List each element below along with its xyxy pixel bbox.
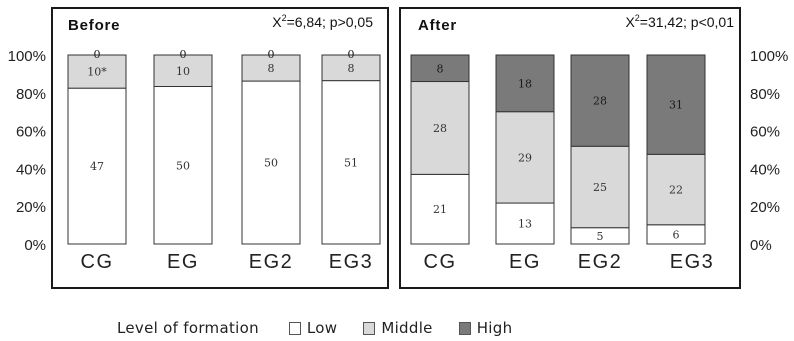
y-tick-label: 60% [750, 124, 780, 141]
chi-square-stat: X2=6,84; p>0,05 [272, 13, 373, 30]
data-label-middle: 8 [268, 62, 275, 75]
data-label-low: 50 [264, 157, 278, 170]
data-label-high: 0 [268, 48, 275, 61]
data-label-low: 51 [344, 156, 358, 169]
legend-item-middle: Middle [363, 319, 432, 337]
category-label: CG [424, 251, 457, 273]
data-label-middle: 10* [87, 66, 107, 79]
chart-panel-before: 100% 80% 60% 40% 20% 0% Before X2=6,84; p>0,05 4… [8, 7, 389, 289]
y-tick-label: 20% [16, 199, 46, 216]
bar-segment-high [646, 54, 706, 155]
bar-segment-high [410, 54, 470, 83]
data-label-middle: 22 [669, 184, 683, 197]
bar-segment-high [495, 54, 555, 113]
bar-segment-middle [153, 54, 213, 87]
y-tick-label: 40% [16, 161, 46, 178]
category-label: EG [509, 251, 541, 273]
data-label-low: 6 [673, 228, 680, 241]
data-label-high: 0 [180, 48, 187, 61]
data-label-low: 50 [176, 159, 190, 172]
bar-segment-middle [495, 111, 555, 204]
y-tick-label: 0% [24, 237, 46, 254]
data-label-middle: 10 [176, 65, 190, 78]
category-label: CG [81, 251, 114, 273]
legend-swatch-low [288, 321, 301, 335]
bar-segment-middle [241, 54, 301, 82]
data-label-high: 31 [669, 99, 683, 112]
y-tick-label: 0% [750, 237, 772, 254]
data-label-high: 0 [94, 48, 101, 61]
y-tick-label: 100% [8, 48, 46, 65]
legend-item-high: High [458, 319, 513, 337]
legend-label-low: Low [306, 319, 338, 337]
category-label: EG2 [578, 251, 623, 273]
panel-title: After [418, 17, 457, 34]
legend-title: Level of formation [117, 319, 259, 337]
bar-segment-low [495, 202, 555, 245]
y-tick-label: 20% [750, 199, 780, 216]
data-label-low: 47 [90, 160, 104, 173]
legend-swatch-middle [363, 321, 376, 335]
panel-frame [51, 7, 389, 289]
category-label: EG3 [329, 251, 374, 273]
data-label-high: 8 [437, 62, 444, 75]
legend-item-low: Low [288, 319, 338, 337]
legend-swatch-high [458, 321, 471, 335]
y-tick-label: 100% [750, 48, 788, 65]
data-label-low: 13 [518, 218, 532, 231]
bar-segment-high [570, 54, 630, 147]
bar-segment-low [410, 173, 470, 245]
y-tick-label: 80% [16, 86, 46, 103]
data-label-low: 21 [433, 203, 447, 216]
category-label: EG2 [249, 251, 294, 273]
bar-segment-middle [67, 54, 127, 89]
bar-segment-middle [410, 81, 470, 175]
chi-square-stat: X2=31,42; p<0,01 [625, 13, 734, 30]
legend: Level of formation Low Middle High [117, 317, 538, 339]
y-tick-label: 60% [16, 124, 46, 141]
chart-panel-after: 100% 80% 60% 40% 20% 0% After X2=31,42; p<0,01 2… [399, 7, 788, 289]
bar-segment-low [241, 80, 301, 245]
legend-label-middle: Middle [381, 319, 433, 337]
y-tick-label: 80% [750, 86, 780, 103]
data-label-high: 18 [518, 77, 532, 90]
category-label: EG3 [670, 251, 715, 273]
category-label: EG [167, 251, 199, 273]
data-label-low: 5 [597, 230, 604, 243]
y-tick-label: 40% [750, 161, 780, 178]
bar-segment-middle [646, 153, 706, 226]
data-label-middle: 25 [593, 181, 607, 194]
data-label-middle: 28 [433, 122, 447, 135]
data-label-middle: 8 [348, 62, 355, 75]
panel-title: Before [68, 17, 120, 34]
bar-segment-middle [321, 54, 381, 82]
data-label-middle: 29 [518, 151, 532, 164]
panel-frame [399, 7, 741, 289]
bar-segment-low [321, 80, 381, 245]
data-label-high: 0 [348, 48, 355, 61]
data-label-high: 28 [593, 95, 607, 108]
legend-label-high: High [476, 319, 513, 337]
